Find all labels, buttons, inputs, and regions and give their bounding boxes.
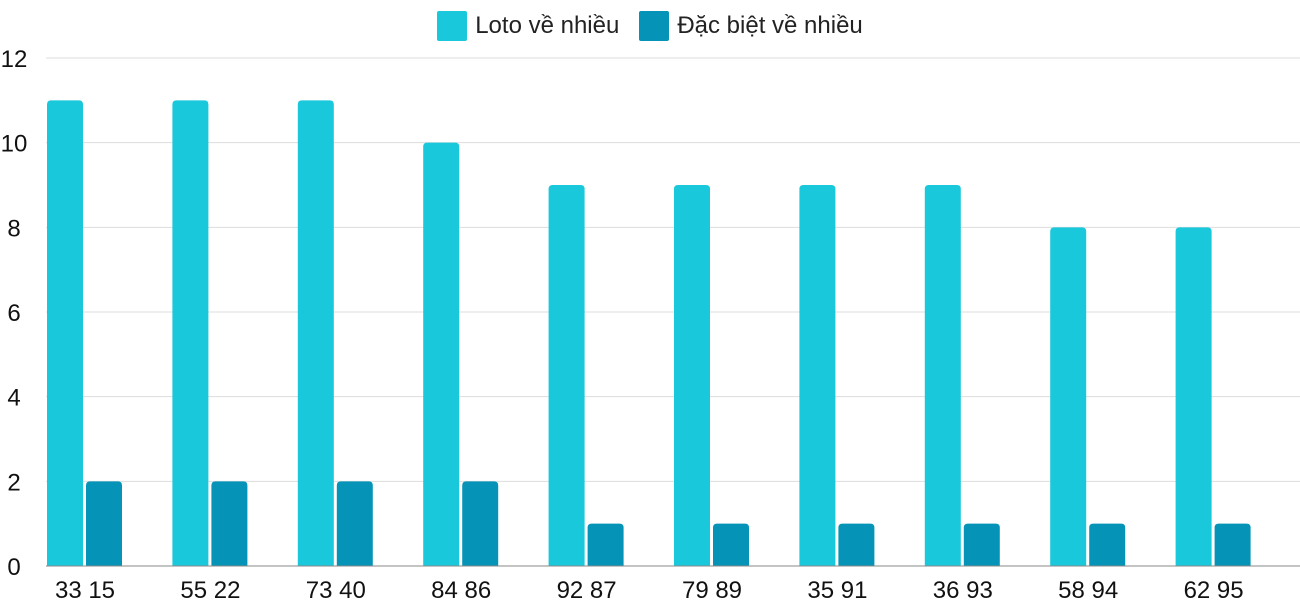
x-tick-label: 62 95: [1184, 577, 1244, 600]
bar-dac-biet: [86, 481, 122, 566]
bar-dac-biet: [1214, 523, 1251, 566]
bar-loto: [423, 142, 460, 566]
bar-loto: [1050, 227, 1087, 567]
y-tick-label: 2: [7, 469, 20, 496]
x-tick-label: 35 91: [807, 577, 867, 600]
x-tick-label: 55 22: [180, 577, 240, 600]
bar-dac-biet: [838, 523, 875, 566]
bar-dac-biet: [1089, 523, 1126, 566]
bar-loto: [297, 100, 334, 566]
y-tick-label: 4: [7, 385, 20, 412]
legend-label-dac-biet: Đặc biệt về nhiều: [677, 12, 863, 39]
legend-item-dac-biet[interactable]: Đặc biệt về nhiều: [639, 11, 863, 41]
legend: Loto về nhiều Đặc biệt về nhiều: [0, 11, 1300, 41]
bar-loto: [1175, 227, 1212, 567]
legend-swatch-dac-biet: [639, 11, 670, 41]
x-tick-label: 92 87: [557, 577, 617, 600]
bar-dac-biet: [211, 481, 248, 566]
bar-dac-biet: [713, 523, 749, 566]
x-tick-label: 58 94: [1058, 577, 1118, 600]
bar-loto: [924, 185, 961, 566]
x-tick-label: 73 40: [306, 577, 366, 600]
y-tick-label: 8: [7, 215, 20, 242]
bar-loto: [674, 185, 710, 566]
y-tick-label: 12: [1, 46, 28, 73]
legend-swatch-loto: [437, 11, 468, 41]
x-tick-label: 84 86: [431, 577, 491, 600]
x-tick-label: 36 93: [933, 577, 993, 600]
bar-dac-biet: [963, 523, 1000, 566]
legend-label-loto: Loto về nhiều: [475, 12, 620, 39]
x-tick-label: 33 15: [55, 577, 115, 600]
bar-dac-biet: [587, 523, 624, 566]
bar-loto: [548, 185, 585, 566]
bar-dac-biet: [336, 481, 373, 566]
x-tick-label: 79 89: [682, 577, 742, 600]
legend-item-loto[interactable]: Loto về nhiều: [437, 11, 619, 41]
bar-dac-biet: [462, 481, 499, 566]
y-tick-label: 6: [7, 300, 20, 327]
bar-loto: [47, 100, 83, 566]
bar-loto: [172, 100, 209, 566]
bar-loto: [799, 185, 836, 566]
y-tick-label: 0: [7, 554, 20, 581]
y-tick-label: 10: [1, 131, 28, 158]
